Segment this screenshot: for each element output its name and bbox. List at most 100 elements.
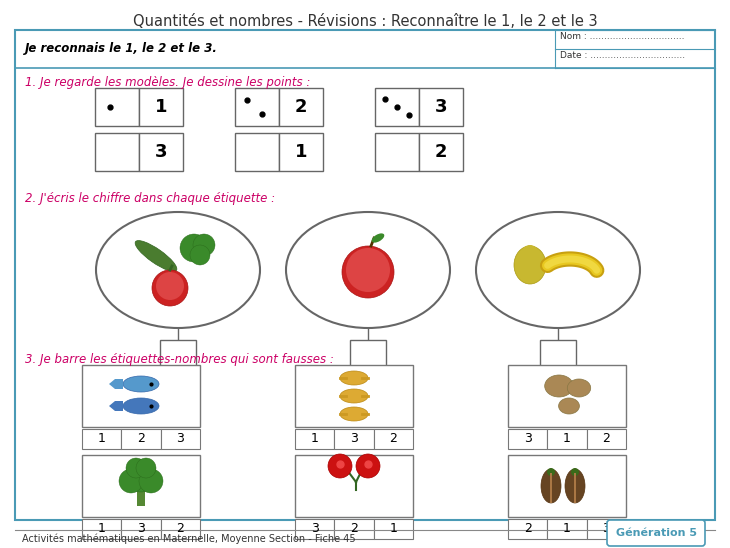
Ellipse shape — [340, 407, 368, 421]
Bar — [574, 473, 576, 503]
Text: 2: 2 — [523, 522, 531, 535]
Bar — [375, 133, 419, 171]
Bar — [350, 340, 386, 368]
Text: 3: 3 — [137, 522, 145, 535]
Ellipse shape — [96, 212, 260, 328]
Bar — [419, 88, 463, 126]
Ellipse shape — [123, 376, 159, 392]
Text: 2: 2 — [389, 432, 397, 446]
Text: Nom : .................................: Nom : ................................. — [560, 32, 685, 41]
Circle shape — [342, 246, 394, 298]
Text: 3: 3 — [177, 432, 184, 446]
Ellipse shape — [340, 371, 368, 385]
Ellipse shape — [541, 469, 561, 503]
Text: 3: 3 — [523, 432, 531, 446]
Bar — [508, 429, 548, 449]
Bar — [375, 88, 419, 126]
Circle shape — [156, 272, 184, 300]
Circle shape — [139, 469, 163, 493]
Text: 1: 1 — [389, 522, 397, 535]
Ellipse shape — [372, 233, 384, 243]
Text: 3: 3 — [602, 522, 610, 535]
Ellipse shape — [545, 375, 573, 397]
Text: 2: 2 — [435, 143, 447, 161]
Bar — [295, 365, 413, 427]
Text: 1: 1 — [563, 522, 571, 535]
FancyArrow shape — [109, 401, 123, 411]
Text: Je reconnais le 1, le 2 et le 3.: Je reconnais le 1, le 2 et le 3. — [25, 42, 218, 55]
Text: Génération 5: Génération 5 — [615, 528, 696, 538]
Bar — [508, 519, 548, 539]
Bar — [15, 30, 715, 520]
Text: 3: 3 — [350, 432, 358, 446]
Text: 1: 1 — [311, 432, 318, 446]
Text: 2: 2 — [177, 522, 184, 535]
Text: 2. J'écris le chiffre dans chaque étiquette :: 2. J'écris le chiffre dans chaque étique… — [25, 192, 275, 205]
Ellipse shape — [286, 212, 450, 328]
Bar — [161, 429, 200, 449]
Ellipse shape — [476, 212, 640, 328]
Circle shape — [356, 454, 380, 478]
Circle shape — [119, 469, 143, 493]
Bar — [548, 429, 587, 449]
Bar — [82, 365, 200, 427]
Bar — [235, 88, 279, 126]
Ellipse shape — [558, 398, 580, 414]
Text: 1: 1 — [155, 98, 167, 116]
Bar — [137, 491, 145, 506]
Text: 2: 2 — [295, 98, 307, 116]
Bar — [295, 519, 334, 539]
Bar — [548, 519, 587, 539]
Bar — [235, 133, 279, 171]
Text: 2: 2 — [137, 432, 145, 446]
Text: 1: 1 — [563, 432, 571, 446]
Ellipse shape — [123, 398, 159, 414]
Ellipse shape — [522, 245, 538, 259]
Bar — [82, 429, 121, 449]
Ellipse shape — [135, 241, 177, 271]
Text: 1: 1 — [295, 143, 307, 161]
Circle shape — [190, 245, 210, 265]
Bar — [121, 429, 161, 449]
Text: 1: 1 — [98, 522, 106, 535]
Bar — [334, 429, 374, 449]
Bar — [279, 133, 323, 171]
Circle shape — [126, 458, 146, 478]
Bar — [508, 455, 626, 517]
Ellipse shape — [340, 389, 368, 403]
Bar — [540, 340, 576, 368]
Text: Quantités et nombres - Révisions : Reconnaître le 1, le 2 et le 3: Quantités et nombres - Révisions : Recon… — [133, 14, 597, 29]
Bar — [121, 519, 161, 539]
Ellipse shape — [567, 379, 591, 397]
Circle shape — [180, 234, 208, 262]
Bar — [374, 429, 413, 449]
Bar — [82, 519, 121, 539]
Bar — [95, 133, 139, 171]
Bar — [508, 365, 626, 427]
Text: 3: 3 — [155, 143, 167, 161]
Bar — [161, 519, 200, 539]
Bar — [550, 473, 552, 503]
Circle shape — [136, 458, 156, 478]
Bar — [587, 519, 626, 539]
Text: Date : .................................: Date : ................................. — [560, 51, 685, 60]
Circle shape — [125, 460, 157, 492]
FancyArrow shape — [109, 379, 123, 389]
Bar — [374, 519, 413, 539]
Bar — [295, 455, 413, 517]
Circle shape — [346, 248, 390, 292]
Bar — [295, 429, 334, 449]
Ellipse shape — [571, 468, 579, 476]
Bar — [139, 88, 183, 126]
Text: 1. Je regarde les modèles. Je dessine les points :: 1. Je regarde les modèles. Je dessine le… — [25, 76, 310, 89]
Bar — [587, 429, 626, 449]
Bar — [334, 519, 374, 539]
Circle shape — [152, 270, 188, 306]
Bar — [160, 340, 196, 368]
Circle shape — [193, 234, 215, 256]
Circle shape — [328, 454, 352, 478]
Text: 2: 2 — [350, 522, 358, 535]
Text: 3: 3 — [311, 522, 318, 535]
Bar — [419, 133, 463, 171]
Bar — [139, 133, 183, 171]
